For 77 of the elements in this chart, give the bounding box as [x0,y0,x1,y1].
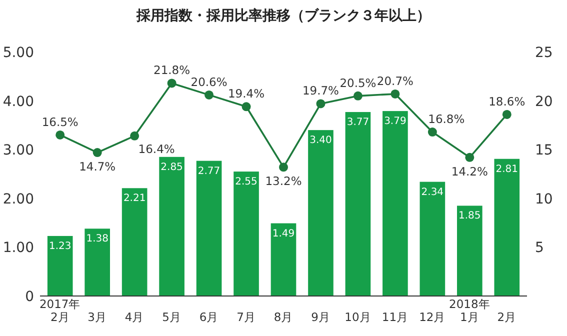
data-label: 13.2% [265,174,302,188]
x-tick-label: 11月 [382,310,409,324]
data-label: 1.38 [86,234,108,245]
point [242,102,251,112]
bar [234,172,259,296]
point [279,162,288,172]
data-label: 1.85 [458,210,481,222]
point [204,90,214,100]
y-tick-label: 5.00 [2,45,34,61]
y2-tick-label: 10 [535,191,553,208]
bar [122,188,148,296]
chart-title: 採用指数・採用比率推移（ブランク３年以上） [136,7,430,24]
point [130,131,140,140]
data-label: 19.7% [302,84,340,98]
data-label: 3.77 [346,117,370,128]
x-tick-label: 8月 [274,310,294,324]
data-label: 21.8% [154,63,190,78]
point [465,152,474,162]
bar [494,158,520,296]
data-label: 16.4% [138,142,175,156]
bar [159,156,184,296]
bar [308,130,334,296]
data-label: 19.4% [228,86,265,101]
bar [420,182,446,296]
x-tick-label: 6月 [199,310,219,324]
x-tick-label: 12月 [419,310,446,324]
x-tick-label: 2018年 1月 [449,297,490,324]
data-label: 1.49 [272,228,295,240]
y-tick-label: 4.00 [2,94,34,110]
data-label: 16.5% [42,114,78,129]
y-tick-label: 2.00 [2,191,34,208]
point [92,148,102,158]
bar [345,112,371,296]
point [428,128,437,137]
y2-tick-label: 25 [535,45,553,61]
bar [270,223,296,296]
y-tick-label: 0 [25,289,34,305]
x-tick-label: 2月 [497,310,517,324]
point [56,130,65,140]
data-label: 2.21 [123,193,146,204]
point [167,78,176,88]
bar [457,206,482,296]
point [502,110,512,119]
data-label: 20.7% [376,74,414,88]
bar [382,111,408,296]
data-label: 3.40 [310,135,332,146]
data-label: 2.77 [198,166,220,177]
bar [196,160,222,296]
data-label: 18.6% [488,94,526,108]
x-tick-label: 4月 [124,310,144,324]
point [316,99,326,108]
x-tick-label: 10月 [344,310,372,324]
data-label: 14.7% [79,160,116,174]
x-tick-label: 9月 [311,310,330,324]
data-label: 2.55 [235,176,258,188]
y-tick-label: 1.00 [2,240,34,256]
data-label: 14.2% [451,164,488,178]
x-tick-label: 5月 [162,310,182,324]
bar [84,228,110,296]
x-tick-label: 7月 [236,310,256,324]
data-label: 3.79 [384,116,406,128]
data-label: 1.23 [48,240,72,252]
x-tick-label: 3月 [88,310,107,324]
data-label: 2.81 [496,164,518,175]
point [353,91,362,100]
point [390,89,400,98]
data-label: 2.85 [160,162,183,173]
y2-tick-label: 20 [535,94,553,110]
y2-tick-label: 15 [535,142,553,159]
bar [47,236,73,296]
data-label: 20.5% [340,76,376,90]
data-label: 2.34 [421,186,444,198]
data-label: 16.8% [428,112,465,126]
y2-tick-label: 5 [535,240,544,256]
data-label: 20.6% [190,74,228,89]
y-tick-label: 3.00 [2,142,34,159]
x-tick-label: 2017年 2月 [39,297,81,324]
